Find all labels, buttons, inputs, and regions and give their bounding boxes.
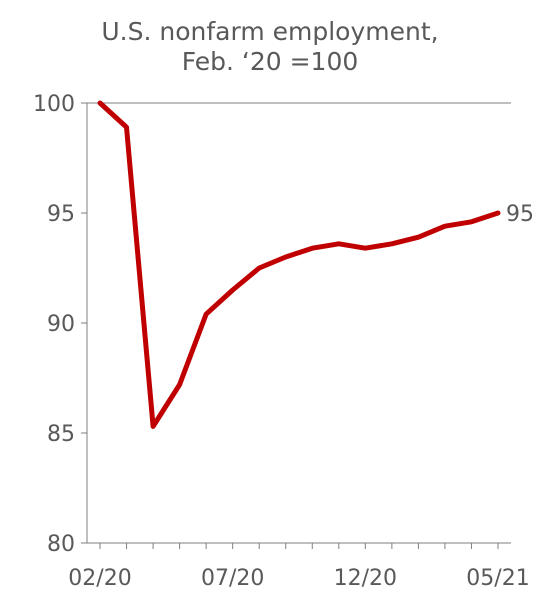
x-tick-label: 05/21 xyxy=(466,566,529,591)
labels-layer: 80 85 90 95 100 02/20 07/20 12/20 05/21 95 xyxy=(33,92,534,591)
y-tick-label: 90 xyxy=(47,312,75,337)
x-tick-label: 07/20 xyxy=(201,566,264,591)
series-line-0 xyxy=(100,103,498,426)
y-tick-label: 80 xyxy=(47,532,75,557)
y-tick-label: 100 xyxy=(33,92,75,117)
x-tick-label: 02/20 xyxy=(68,566,131,591)
series-layer xyxy=(100,103,498,426)
chart-title-line-2: Feb. ‘20 =100 xyxy=(182,47,359,76)
chart-title-line-1: U.S. nonfarm employment, xyxy=(101,17,438,46)
x-tick-label: 12/20 xyxy=(334,566,397,591)
y-tick-label: 85 xyxy=(47,422,75,447)
series-end-label: 95 xyxy=(506,202,534,227)
y-tick-label: 95 xyxy=(47,202,75,227)
